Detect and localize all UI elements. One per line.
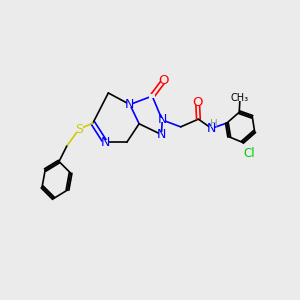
Text: Cl: Cl [243, 147, 255, 160]
Text: O: O [158, 74, 169, 87]
Text: N: N [158, 113, 167, 126]
Text: S: S [75, 123, 83, 136]
Text: CH₃: CH₃ [231, 93, 249, 103]
FancyBboxPatch shape [159, 118, 165, 122]
FancyBboxPatch shape [127, 102, 133, 107]
FancyBboxPatch shape [246, 151, 253, 157]
FancyBboxPatch shape [236, 95, 244, 101]
FancyBboxPatch shape [161, 78, 167, 83]
Text: N: N [157, 128, 166, 141]
Text: N: N [207, 122, 216, 135]
Text: N: N [125, 98, 135, 111]
Text: N: N [100, 136, 110, 149]
FancyBboxPatch shape [76, 126, 82, 132]
FancyBboxPatch shape [208, 126, 214, 131]
FancyBboxPatch shape [195, 101, 200, 105]
FancyBboxPatch shape [159, 132, 164, 137]
FancyBboxPatch shape [102, 140, 108, 145]
Text: H: H [210, 119, 218, 129]
Text: O: O [192, 97, 203, 110]
FancyBboxPatch shape [149, 94, 155, 98]
